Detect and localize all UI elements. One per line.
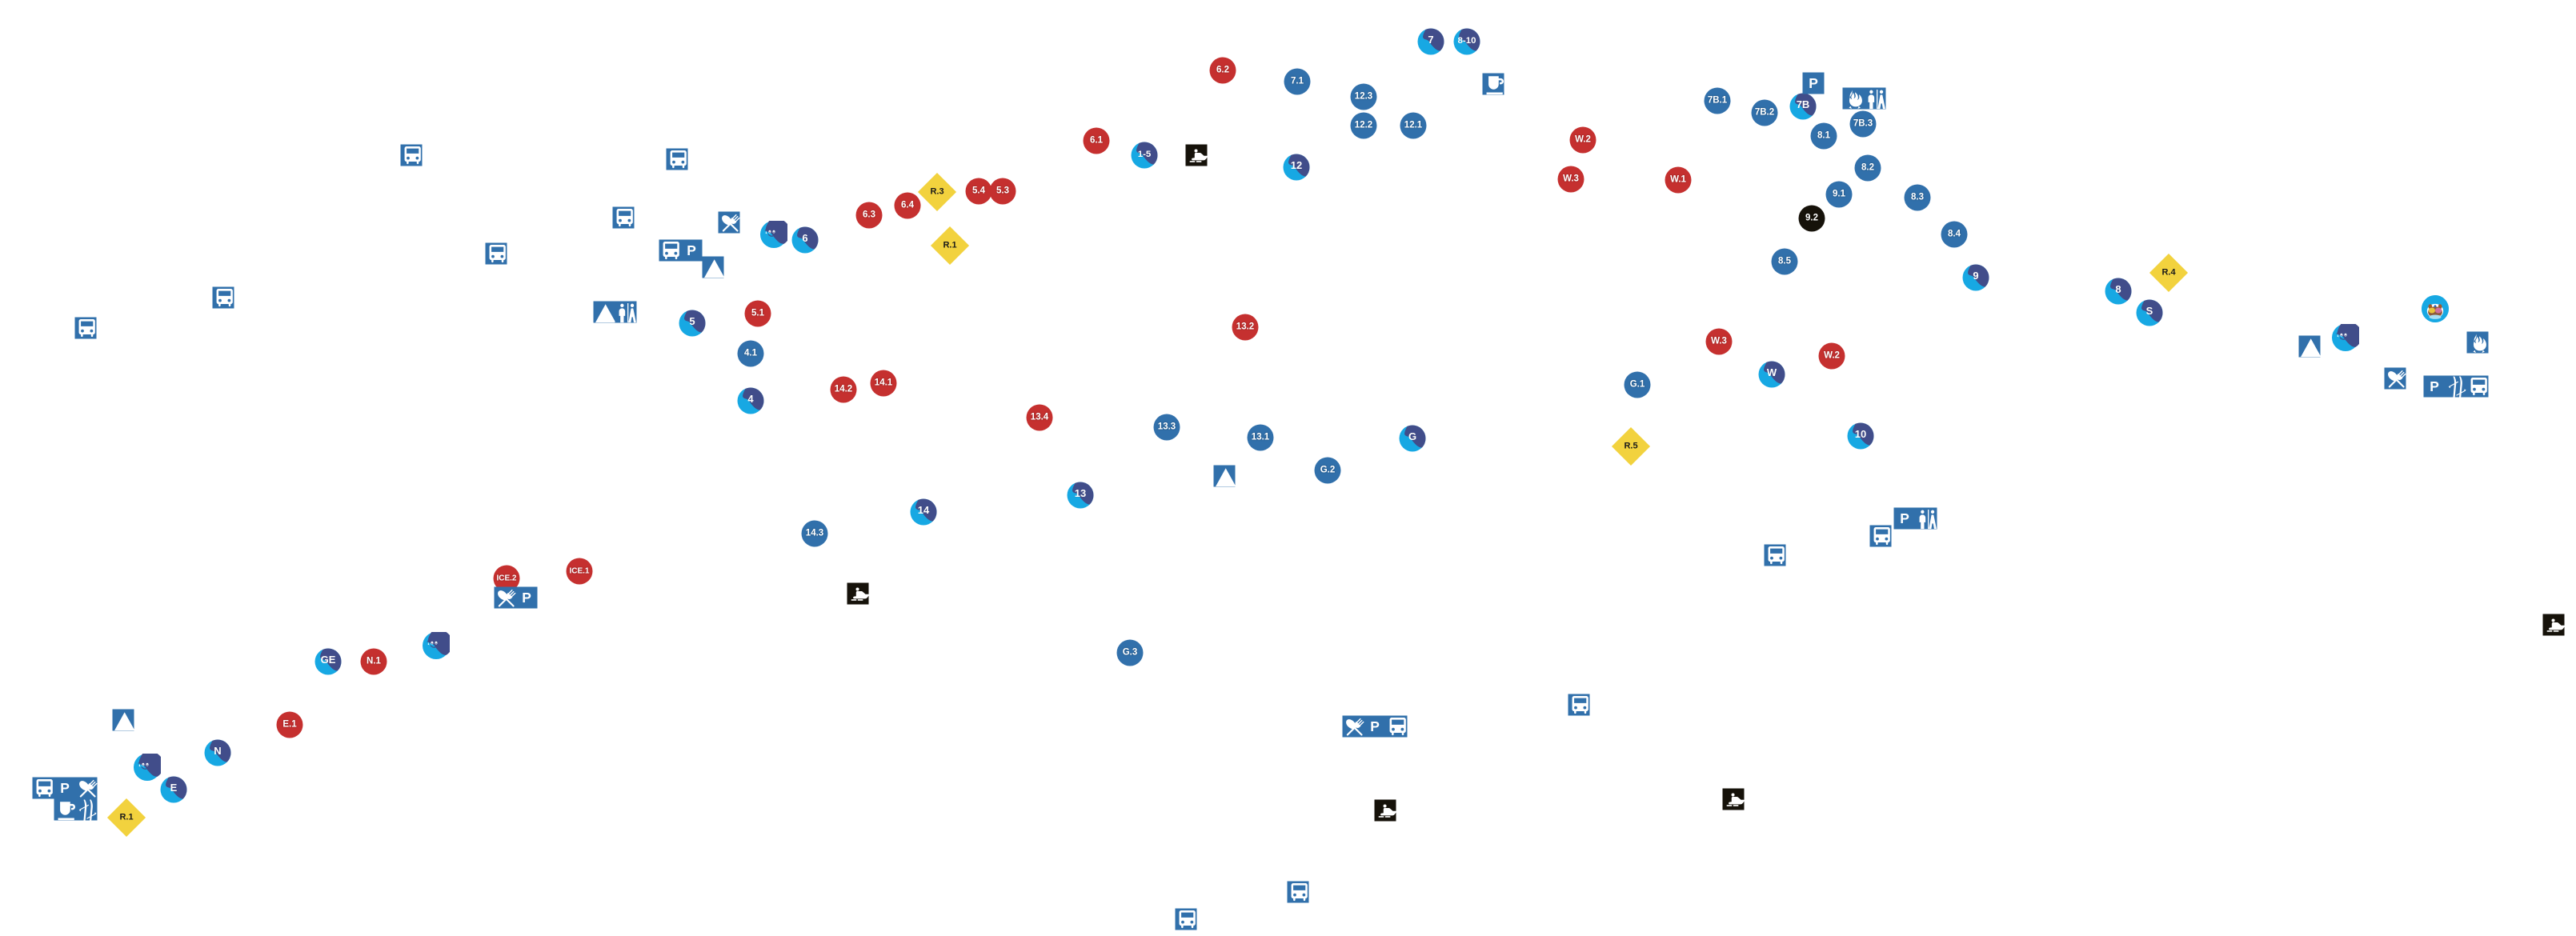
- svg-text:P: P: [1370, 718, 1380, 734]
- svg-text:9: 9: [1973, 270, 1978, 282]
- svg-text:1-5: 1-5: [1138, 150, 1152, 159]
- svg-text:8-10: 8-10: [1458, 36, 1476, 46]
- svg-text:13: 13: [1075, 487, 1086, 499]
- svg-text:10: 10: [1855, 428, 1866, 440]
- svg-text:6: 6: [802, 232, 807, 244]
- svg-text:P: P: [687, 242, 696, 258]
- svg-text:5: 5: [689, 315, 695, 327]
- svg-text:P: P: [522, 590, 531, 606]
- svg-text:4: 4: [747, 393, 754, 405]
- svg-text:14: 14: [918, 504, 930, 516]
- svg-text:GE: GE: [321, 654, 336, 666]
- svg-text:12: 12: [1291, 159, 1302, 171]
- svg-text:P: P: [2430, 378, 2439, 394]
- svg-text:7B: 7B: [1797, 98, 1810, 110]
- svg-text:W: W: [1767, 366, 1777, 378]
- svg-text:E: E: [170, 782, 178, 794]
- svg-text:G: G: [1408, 430, 1416, 442]
- svg-text:8: 8: [2115, 283, 2121, 295]
- svg-text:N: N: [214, 745, 221, 757]
- svg-text:P: P: [1809, 75, 1818, 91]
- svg-text:S: S: [2146, 305, 2153, 317]
- svg-text:7: 7: [1428, 34, 1433, 46]
- svg-text:P: P: [60, 779, 70, 795]
- svg-text:P: P: [1900, 510, 1909, 526]
